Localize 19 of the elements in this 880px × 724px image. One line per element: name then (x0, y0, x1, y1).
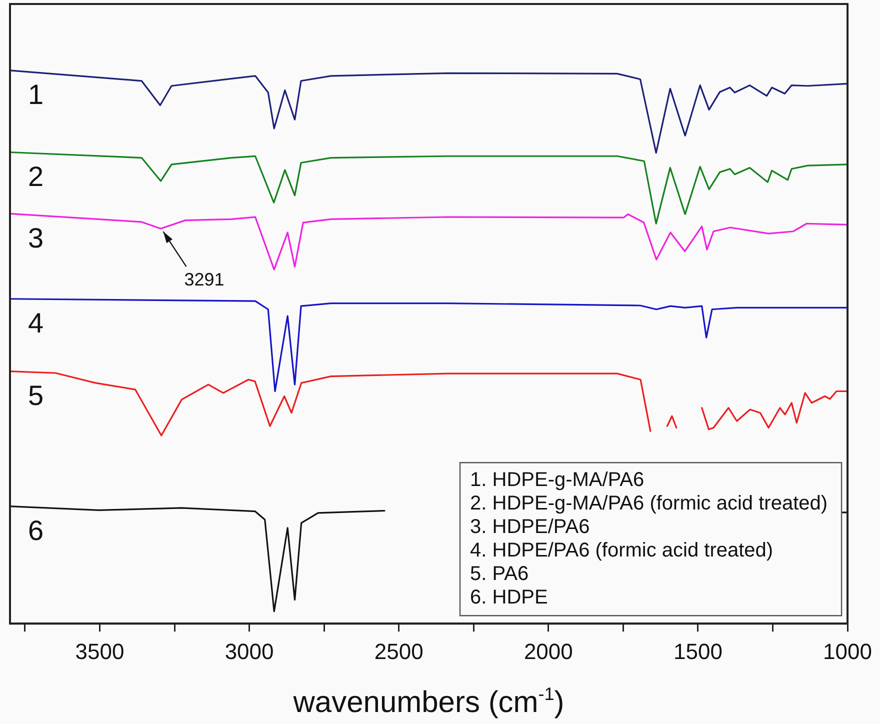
series-label: 3 (28, 222, 44, 254)
x-tick-label: 3000 (224, 638, 274, 664)
x-tick-label: 1500 (673, 638, 722, 664)
annotation: 6. HDPE (470, 586, 548, 608)
x-tick-label: 1000 (823, 638, 872, 664)
annotation: 3291 (184, 270, 224, 290)
series-label: 6 (28, 515, 44, 546)
series-label: 2 (28, 160, 44, 192)
series-label: 4 (28, 308, 44, 339)
annotation: 2. HDPE-g-MA/PA6 (formic acid treated) (470, 492, 828, 514)
annotation: 1. HDPE-g-MA/PA6 (470, 468, 644, 491)
x-tick-label: 2500 (374, 638, 424, 664)
annotation: 5. PA6 (470, 562, 529, 585)
series-label: 1 (28, 79, 44, 110)
series-label: 5 (28, 380, 44, 412)
annotation: 4. HDPE/PA6 (formic acid treated) (470, 539, 774, 562)
x-tick-label: 2000 (524, 638, 573, 664)
x-tick-label: 3500 (75, 638, 124, 664)
annotation: 3. HDPE/PA6 (470, 516, 590, 538)
